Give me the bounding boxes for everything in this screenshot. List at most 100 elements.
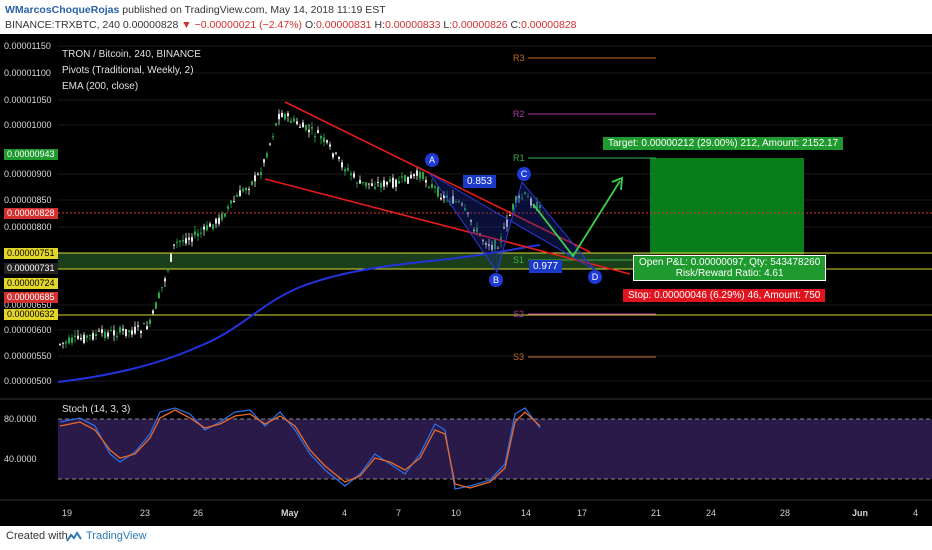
candle-body — [128, 330, 130, 332]
ratio-cd: 0.977 — [529, 260, 563, 273]
candle-body — [92, 333, 94, 340]
candle-body — [527, 196, 529, 198]
candle-body — [140, 331, 142, 334]
price-tag-751: 0.00000751 — [4, 248, 58, 259]
last-price: 0.00000828 — [122, 19, 179, 31]
candle-body — [242, 188, 244, 192]
candle-body — [518, 195, 520, 198]
candle-body — [212, 224, 214, 229]
candle-body — [539, 205, 541, 209]
time-label: 4 — [913, 508, 919, 518]
candle-body — [152, 310, 154, 314]
arrow-head-icon — [611, 176, 624, 191]
candle-body — [341, 162, 343, 168]
candle-body — [497, 247, 499, 249]
candle-body — [452, 195, 454, 204]
candle-body — [338, 156, 340, 159]
candle-body — [401, 176, 403, 178]
price-label: 0.00000850 — [4, 195, 52, 205]
target-box[interactable]: Target: 0.00000212 (29.00%) 212, Amount:… — [603, 137, 844, 150]
candle-body — [146, 326, 148, 330]
projection-path — [532, 180, 621, 258]
candle-body — [203, 226, 205, 230]
candle-body — [389, 178, 391, 182]
candle-body — [386, 181, 388, 185]
candle-body — [509, 215, 511, 217]
candle-body — [353, 173, 355, 178]
price-label: 0.00000500 — [4, 376, 52, 386]
candle-body — [269, 143, 271, 145]
time-label: 19 — [62, 508, 73, 518]
stop-box[interactable]: Stop: 0.00000046 (6.29%) 46, Amount: 750 — [623, 289, 826, 302]
pattern-point-d: D — [588, 270, 602, 284]
channel-upper — [284, 101, 591, 253]
candle-body — [98, 330, 100, 332]
candle-body — [395, 179, 397, 187]
candle-body — [332, 153, 334, 158]
candle-body — [434, 186, 436, 188]
candle-body — [404, 175, 406, 182]
down-arrow-icon: ▼ — [181, 19, 192, 31]
candle-body — [89, 335, 91, 337]
candle-body — [335, 152, 337, 154]
time-label: 28 — [780, 508, 791, 518]
candle-body — [200, 232, 202, 234]
candle-body — [233, 201, 235, 203]
pattern-point-c: C — [517, 167, 531, 181]
time-label: 21 — [651, 508, 662, 518]
candle-body — [362, 181, 364, 183]
candle-body — [470, 219, 472, 222]
candle-body — [125, 329, 127, 336]
candle-body — [311, 127, 313, 129]
legend-ema: EMA (200, close) — [62, 81, 139, 92]
candle-body — [74, 335, 76, 338]
high-value: 0.00000833 — [384, 19, 441, 31]
tradingview-link[interactable]: TradingView — [86, 530, 147, 542]
close-label: C: — [510, 19, 522, 31]
price-label: 0.00000650 — [4, 300, 52, 310]
author-link[interactable]: WMarcosChoqueRojas — [5, 4, 120, 16]
price-tag-632: 0.00000632 — [4, 309, 58, 320]
candle-body — [530, 198, 532, 206]
candle-body — [446, 195, 448, 199]
candle-body — [344, 169, 346, 172]
candle-body — [218, 217, 220, 224]
symbol-label: BINANCE:TRXBTC, 240 — [5, 19, 120, 31]
ema-line — [57, 244, 541, 383]
candle-body — [167, 269, 169, 271]
pivot-lines — [528, 57, 656, 358]
pattern-point-a: A — [425, 153, 439, 167]
ratio-ab: 0.853 — [463, 175, 497, 188]
candle-body — [416, 170, 418, 176]
candle-body — [209, 223, 211, 227]
candle-body — [347, 168, 349, 171]
candle-body — [185, 238, 187, 244]
candle-body — [371, 183, 373, 187]
pattern-point-b: B — [489, 273, 503, 287]
chart-canvas[interactable] — [0, 34, 932, 526]
harmonic-pattern — [429, 173, 596, 274]
time-label: 10 — [451, 508, 462, 518]
candle-body — [512, 203, 514, 210]
chart-area[interactable]: TRON / Bitcoin, 240, BINANCE Pivots (Tra… — [0, 34, 932, 526]
candle-body — [293, 118, 295, 122]
time-label: May — [281, 508, 299, 518]
tradingview-logo-icon[interactable] — [66, 531, 82, 543]
candle-body — [503, 227, 505, 229]
candle-body — [383, 180, 385, 187]
candle-body — [356, 182, 358, 184]
price-label: 0.00000600 — [4, 325, 52, 335]
candle-body — [215, 218, 217, 224]
candle-body — [182, 239, 184, 242]
target-zone — [650, 158, 804, 254]
candle-body — [206, 225, 208, 231]
price-label: 0.00001000 — [4, 120, 52, 130]
candle-body — [491, 244, 493, 250]
candle-body — [422, 172, 424, 180]
price-tag-731: 0.00000731 — [4, 263, 58, 274]
time-label: 24 — [706, 508, 717, 518]
open-label: O: — [304, 19, 317, 31]
pnl-box[interactable]: Open P&L: 0.00000097, Qty: 543478260 Ris… — [633, 255, 827, 281]
candle-body — [80, 337, 82, 340]
candle-body — [488, 244, 490, 247]
